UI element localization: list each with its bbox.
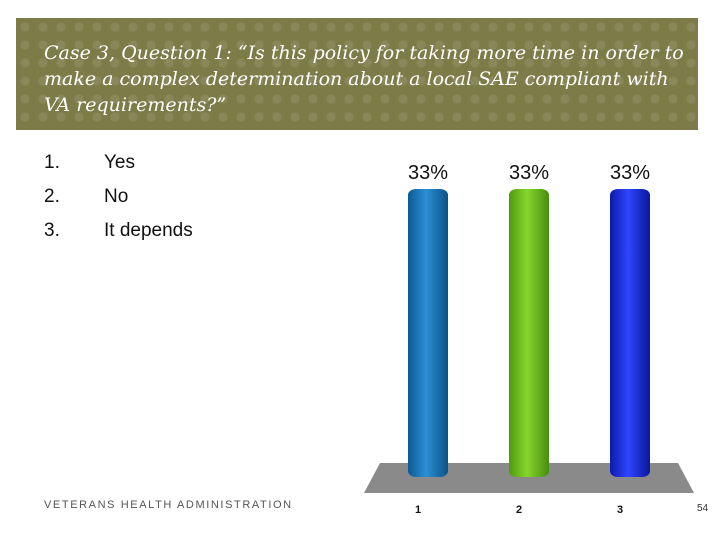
data-label: 33%: [610, 162, 650, 184]
data-label: 33%: [408, 162, 448, 184]
footer-org: VETERANS HEALTH ADMINISTRATION: [44, 499, 293, 511]
option-label: No: [104, 186, 129, 207]
answer-option: 2. No: [44, 180, 193, 214]
option-number: 2.: [44, 186, 60, 207]
option-number: 1.: [44, 152, 60, 173]
x-tick-label: 3: [617, 504, 623, 516]
bar-3: [610, 189, 650, 477]
slide-title: Case 3, Question 1: “Is this policy for …: [44, 42, 684, 116]
x-tick-label: 2: [516, 504, 522, 516]
page-number: 54: [697, 503, 709, 514]
data-label: 33%: [509, 162, 549, 184]
answer-options: 1. Yes 2. No 3. It depends: [44, 146, 193, 248]
answer-option: 3. It depends: [44, 214, 193, 248]
title-banner: Case 3, Question 1: “Is this policy for …: [16, 18, 698, 130]
answer-option: 1. Yes: [44, 146, 193, 180]
option-label: Yes: [104, 152, 135, 173]
x-tick-label: 1: [415, 504, 421, 516]
bar-1: [408, 189, 448, 477]
option-label: It depends: [104, 220, 193, 241]
bar-2: [509, 189, 549, 477]
option-number: 3.: [44, 220, 60, 241]
